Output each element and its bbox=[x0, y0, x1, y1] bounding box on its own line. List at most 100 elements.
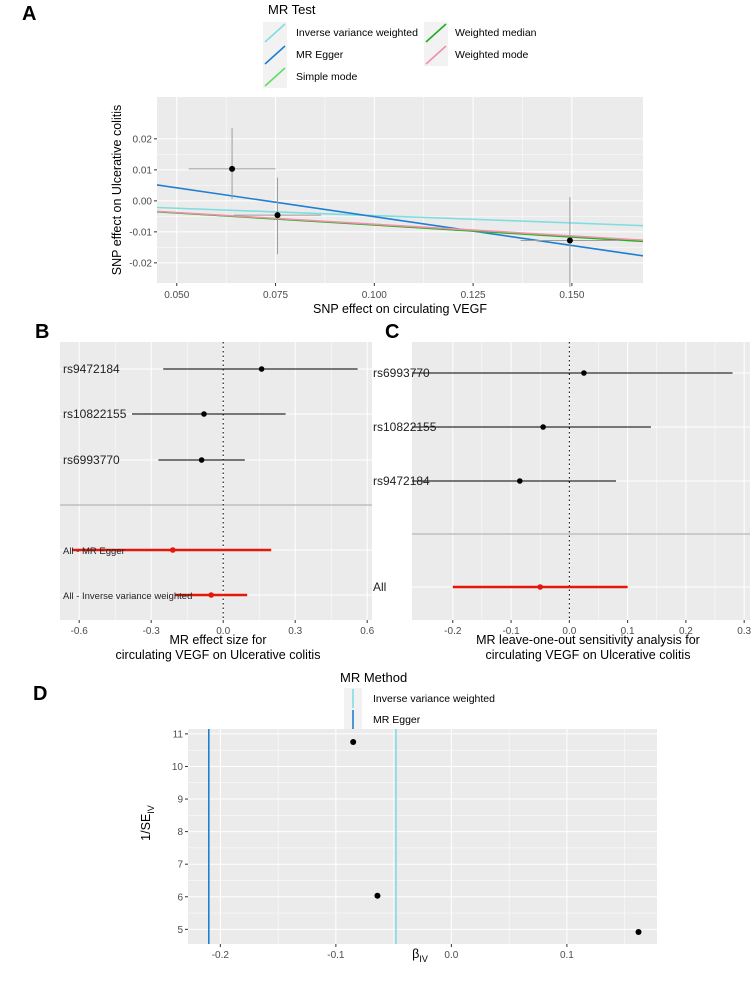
panel-c-estimate-point bbox=[581, 370, 587, 376]
panel-b-x-tick-label: -0.6 bbox=[71, 626, 89, 637]
panel-a-data-point bbox=[229, 165, 236, 172]
panel-b-estimate-point bbox=[198, 457, 205, 463]
panel-d-legend-title: MR Method bbox=[340, 670, 407, 685]
panel-c-row-label: All bbox=[373, 580, 386, 594]
panel-b-x-axis-title-line1: MR effect size for bbox=[169, 633, 266, 647]
panel-b-estimate-point bbox=[201, 411, 207, 417]
panel-b-row-label: rs10822155 bbox=[63, 407, 127, 421]
panel-b-x-tick-label: 0.3 bbox=[288, 626, 302, 637]
panel-a-x-tick-label: 0.100 bbox=[362, 290, 387, 301]
panel-d-y-tick-label: 6 bbox=[177, 892, 183, 903]
panel-c-x-tick-label: 0.0 bbox=[562, 626, 576, 637]
panel-d-points bbox=[350, 739, 642, 935]
panel-c-rows: rs6993770 rs10822155 rs9472184 All bbox=[373, 366, 733, 594]
panel-letter-c: C bbox=[385, 321, 399, 343]
panel-c-x-tick-label: -0.2 bbox=[444, 626, 462, 637]
panel-d-x-axis-subscript: IV bbox=[419, 954, 428, 964]
panel-a-grid bbox=[157, 97, 643, 283]
panel-c-x-axis-title-line2: circulating VEGF on Ulcerative colitis bbox=[486, 648, 691, 662]
panel-b-x-tick-label: 0.0 bbox=[216, 626, 230, 637]
panel-a-legend-label: Weighted mode bbox=[455, 49, 529, 61]
panel-a-x-tick-label: 0.150 bbox=[559, 290, 584, 301]
panel-a-data-point bbox=[566, 237, 573, 244]
panel-a-x-axis-title: SNP effect on circulating VEGF bbox=[313, 302, 487, 316]
panel-d-x-axis-title: βIV bbox=[412, 947, 428, 964]
panel-d-y-tick-label: 8 bbox=[177, 827, 183, 838]
panel-b-estimate-point bbox=[208, 592, 214, 598]
panel-a-legend-label: Weighted median bbox=[455, 27, 537, 39]
panel-d-legend-label: MR Egger bbox=[373, 714, 421, 726]
panel-d-x-tick-label: -0.1 bbox=[327, 950, 345, 961]
panel-b-row-label: rs6993770 bbox=[63, 453, 120, 467]
panel-a-x-tick-label: 0.075 bbox=[263, 290, 288, 301]
panel-c-estimate-point bbox=[537, 584, 544, 590]
panel-d-y-tick-label: 5 bbox=[177, 925, 183, 936]
panel-a-y-tick-label: -0.02 bbox=[129, 258, 152, 269]
panel-c-x-tick-label: -0.1 bbox=[502, 626, 520, 637]
panel-c-row-label: rs6993770 bbox=[373, 366, 430, 380]
panel-a-x-tick-label: 0.050 bbox=[164, 290, 189, 301]
panel-d-legend: MR Method Inverse variance weighted MR Eg… bbox=[340, 670, 495, 730]
panel-d-plot-background bbox=[188, 729, 657, 944]
panel-a-line-0 bbox=[157, 206, 643, 227]
panel-a-line-4 bbox=[157, 210, 643, 241]
panel-b-x-tick-label: -0.3 bbox=[143, 626, 161, 637]
panel-b-plot-background bbox=[60, 342, 372, 620]
panel-c-x-axis-title-line1: MR leave-one-out sensitivity analysis fo… bbox=[476, 633, 700, 647]
panel-c-tick-labels: -0.2 -0.1 0.0 0.1 0.2 0.3 bbox=[444, 620, 752, 637]
panel-a-legend-key bbox=[264, 45, 286, 65]
panel-d-x-tick-label: 0.0 bbox=[444, 950, 458, 961]
panel-b-rows: rs9472184 rs10822155 rs6993770 All - MR Egg… bbox=[63, 362, 358, 602]
panel-d-estimate-lines bbox=[207, 729, 397, 944]
panel-letter-a: A bbox=[22, 3, 36, 25]
panel-a-y-tick-label: 0.02 bbox=[133, 134, 153, 145]
panel-a-tick-labels: 0.050 0.075 0.100 0.125 0.150 -0.02 -0.01 0.00 0… bbox=[129, 134, 585, 301]
panel-d-tick-labels: -0.2 -0.1 0.0 0.1 5 6 7 8 9 10 11 bbox=[172, 729, 574, 961]
panel-d-y-axis-title: 1/SEIV bbox=[139, 805, 156, 841]
panel-c-x-tick-label: 0.2 bbox=[679, 626, 693, 637]
panel-d-y-axis-symbol: 1/SE bbox=[139, 814, 153, 841]
panel-b-forest: rs9472184 rs10822155 rs6993770 All - MR Egg… bbox=[60, 342, 375, 662]
panel-a-legend-key bbox=[264, 23, 286, 43]
panel-b-estimate-point bbox=[258, 366, 265, 372]
panel-c-forest: rs6993770 rs10822155 rs9472184 All -0.2 -0.1… bbox=[373, 342, 752, 662]
panel-a-scatter: 0.050 0.075 0.100 0.125 0.150 -0.02 -0.01 0.00 0… bbox=[110, 2, 643, 316]
panel-a-legend-label: Simple mode bbox=[296, 71, 357, 83]
panel-d-y-tick-label: 10 bbox=[172, 762, 184, 773]
panel-a-line-1 bbox=[157, 184, 643, 257]
panel-a-legend-title: MR Test bbox=[268, 2, 316, 17]
panel-a-legend-label: MR Egger bbox=[296, 49, 344, 61]
panel-d-y-tick-label: 11 bbox=[173, 729, 184, 740]
panel-a-y-tick-label: -0.01 bbox=[129, 227, 152, 238]
panel-d-data-point bbox=[635, 928, 642, 935]
panel-d-x-tick-label: 0.1 bbox=[560, 950, 574, 961]
panel-a-legend: MR Test Inverse variance weighted MR Egge… bbox=[263, 2, 537, 88]
panel-b-x-axis-title-line2: circulating VEGF on Ulcerative colitis bbox=[116, 648, 321, 662]
panel-c-estimate-point bbox=[517, 478, 523, 484]
panel-letter-b: B bbox=[35, 321, 49, 343]
panel-c-x-tick-label: 0.3 bbox=[737, 626, 751, 637]
panel-a-y-tick-label: 0.00 bbox=[133, 196, 153, 207]
panel-d-legend-label: Inverse variance weighted bbox=[373, 693, 495, 705]
panel-a-x-tick-label: 0.125 bbox=[461, 290, 486, 301]
panel-a-legend-key bbox=[425, 45, 447, 65]
panel-d-data-point bbox=[350, 739, 357, 746]
panel-letter-d: D bbox=[33, 683, 47, 705]
panel-a-regression-lines bbox=[157, 184, 643, 257]
panel-b-tick-labels: -0.6 -0.3 0.0 0.3 0.6 bbox=[71, 620, 375, 637]
panel-a-legend-key bbox=[425, 23, 447, 43]
panel-d-x-tick-label: -0.2 bbox=[212, 950, 230, 961]
panel-a-plot-background bbox=[157, 97, 643, 283]
panel-a-legend-label: Inverse variance weighted bbox=[296, 27, 418, 39]
panel-b-x-tick-label: 0.6 bbox=[360, 626, 374, 637]
panel-a-y-tick-label: 0.01 bbox=[133, 165, 153, 176]
panel-d-y-axis-subscript: IV bbox=[146, 805, 156, 814]
panel-d-data-point bbox=[374, 892, 381, 899]
panel-d-grid bbox=[188, 729, 657, 944]
panel-c-row-label: rs10822155 bbox=[373, 420, 437, 434]
panel-d-funnel: MR Method Inverse variance weighted MR Eg… bbox=[139, 670, 657, 964]
panel-a-legend-key bbox=[264, 67, 286, 87]
panel-a-points bbox=[229, 165, 573, 244]
panel-d-x-axis-symbol: β bbox=[412, 947, 419, 961]
